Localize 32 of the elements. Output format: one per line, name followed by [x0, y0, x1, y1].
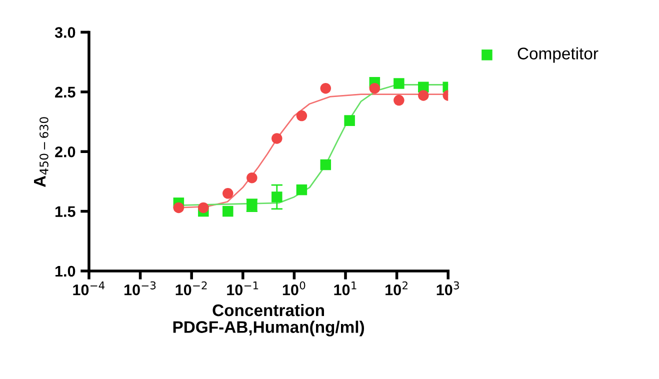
point	[246, 172, 258, 184]
x-tick-label: 10$^{3}$	[436, 281, 459, 296]
point	[296, 110, 308, 122]
legend-label: Competitor	[518, 47, 598, 63]
x-tick-label: 10$^{−3}$	[124, 281, 156, 296]
point	[344, 115, 355, 126]
point	[320, 82, 332, 94]
point	[272, 133, 282, 144]
point	[198, 202, 209, 214]
point	[418, 90, 429, 101]
point	[222, 206, 234, 217]
point	[320, 159, 332, 170]
x-tick-label: 10$^{−1}$	[227, 282, 258, 296]
point	[173, 202, 184, 214]
point	[394, 78, 404, 89]
x-axis-title: Concentration PDGF-AB,Human(ng/ml)	[173, 304, 364, 336]
point	[272, 192, 282, 202]
point	[222, 188, 234, 199]
point	[394, 94, 404, 106]
y-tick-label: 2.0	[55, 146, 76, 158]
x-tick-label: 10$^{−4}$	[73, 282, 105, 296]
y-tick-label: 3.0	[54, 27, 76, 38]
y-axis-title: A$_{450−630}$	[34, 117, 48, 188]
x-tick-label: 10$^{−2}$	[176, 281, 207, 296]
y-tick-label: 1.5	[55, 206, 76, 217]
y-tick-label: 2.5	[55, 86, 76, 98]
point	[369, 82, 380, 94]
x-tick-label: 10$^{0}$	[282, 281, 306, 296]
point	[296, 184, 308, 196]
x-tick-label: 10$^{1}$	[334, 282, 356, 296]
x-tick-label: 10$^{2}$	[386, 281, 408, 296]
y-tick-label: 1.0	[55, 266, 76, 277]
